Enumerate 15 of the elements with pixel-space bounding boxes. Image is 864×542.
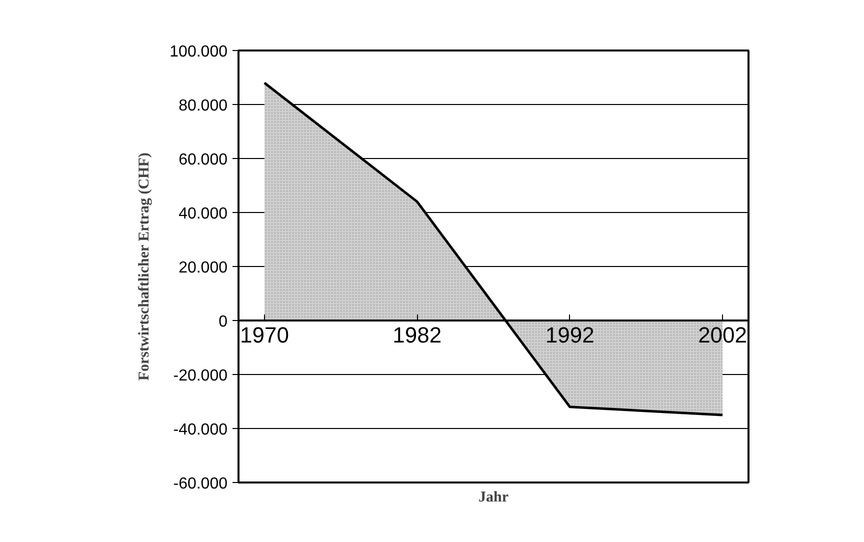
y-tick-label: 20.000 [178, 260, 228, 276]
x-tick-label: 1992 [545, 322, 594, 348]
y-axis-title: Forstwirtschaftlicher Ertrag (CHF) [136, 152, 153, 381]
y-tick-label: -40.000 [173, 422, 228, 438]
x-tick-label: 1970 [240, 322, 289, 348]
x-tick-label: 1982 [392, 322, 442, 348]
y-tick-label: 80.000 [178, 98, 228, 114]
y-tick-label: 100.000 [170, 44, 228, 60]
y-tick-label: 40.000 [178, 206, 228, 222]
y-tick-label: 0 [218, 314, 228, 330]
y-tick-label: -20.000 [173, 368, 228, 384]
y-tick-label: -60.000 [173, 476, 228, 492]
x-axis-title: Jahr [478, 490, 509, 506]
y-tick-label: 60.000 [178, 152, 228, 168]
x-tick-label: 2002 [698, 322, 748, 348]
